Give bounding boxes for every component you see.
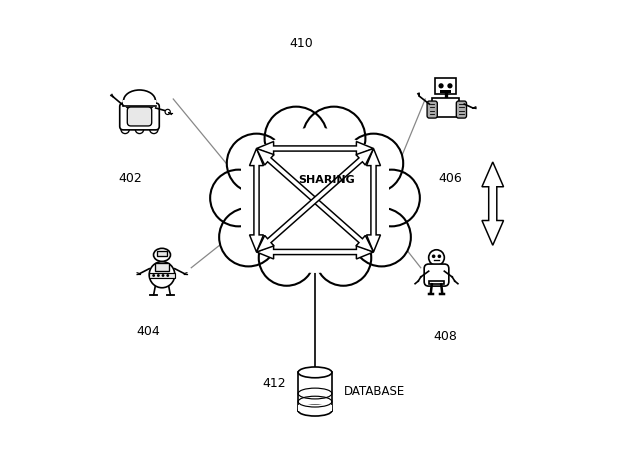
Text: 410: 410 [290, 37, 313, 50]
Polygon shape [249, 148, 263, 252]
FancyBboxPatch shape [424, 264, 449, 286]
Circle shape [150, 125, 158, 134]
Ellipse shape [154, 248, 171, 261]
Text: DATABASE: DATABASE [344, 385, 406, 398]
Ellipse shape [298, 405, 332, 416]
Ellipse shape [298, 367, 332, 378]
Text: 406: 406 [438, 172, 462, 185]
Circle shape [243, 128, 387, 272]
Circle shape [438, 254, 441, 258]
Circle shape [166, 274, 169, 277]
Circle shape [243, 128, 387, 272]
Polygon shape [367, 148, 381, 252]
Bar [429, 281, 444, 284]
Circle shape [210, 170, 267, 226]
Bar [158, 251, 167, 256]
Circle shape [438, 83, 444, 88]
Polygon shape [256, 245, 374, 259]
Circle shape [157, 274, 160, 277]
Bar [241, 144, 389, 243]
Circle shape [428, 250, 444, 266]
Polygon shape [256, 148, 374, 252]
Bar [270, 241, 360, 263]
Bar [241, 144, 389, 202]
Bar [435, 78, 457, 94]
Circle shape [344, 134, 403, 193]
Bar [298, 405, 333, 411]
Bar [241, 144, 389, 202]
Circle shape [219, 208, 278, 266]
Ellipse shape [123, 90, 156, 112]
Text: SHARING: SHARING [298, 175, 355, 185]
Circle shape [265, 107, 328, 170]
Text: 402: 402 [118, 172, 142, 185]
Circle shape [152, 274, 155, 277]
Polygon shape [256, 148, 374, 252]
Circle shape [447, 83, 452, 88]
Circle shape [302, 107, 365, 170]
Text: 408: 408 [433, 330, 457, 343]
FancyBboxPatch shape [127, 107, 152, 126]
Circle shape [363, 170, 420, 226]
FancyBboxPatch shape [427, 101, 437, 118]
Circle shape [135, 125, 144, 134]
Text: 404: 404 [137, 325, 161, 338]
Circle shape [227, 134, 286, 193]
Circle shape [162, 274, 164, 277]
FancyBboxPatch shape [456, 101, 467, 118]
Circle shape [316, 230, 371, 286]
Polygon shape [256, 141, 374, 155]
Bar [268, 241, 362, 266]
FancyBboxPatch shape [120, 103, 159, 130]
Circle shape [259, 230, 314, 286]
Bar [241, 144, 389, 243]
Polygon shape [482, 162, 503, 245]
Text: 412: 412 [262, 377, 286, 390]
Circle shape [432, 254, 435, 258]
Bar [432, 99, 459, 117]
Ellipse shape [149, 261, 175, 288]
Circle shape [165, 109, 170, 115]
Circle shape [121, 125, 129, 134]
Bar [440, 90, 451, 93]
Bar [155, 263, 169, 271]
Bar [298, 373, 332, 410]
Bar [149, 273, 175, 278]
Bar [123, 100, 156, 107]
Circle shape [352, 208, 411, 266]
